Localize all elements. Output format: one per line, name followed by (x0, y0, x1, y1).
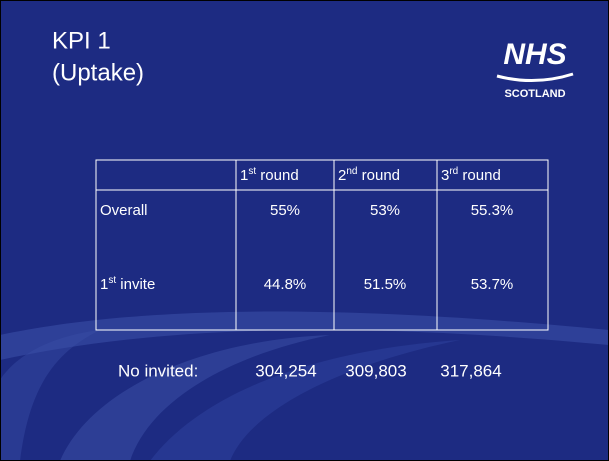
title-line: KPI 1 (52, 27, 111, 54)
swoosh (0, 330, 100, 461)
swoosh (60, 335, 330, 461)
text-part: round (256, 167, 299, 184)
footer-value: 304,254 (255, 361, 316, 380)
footer-label: No invited: (118, 361, 198, 380)
text-part: round (357, 167, 400, 184)
title-line: (Uptake) (52, 59, 144, 86)
text-part: 1 (100, 276, 108, 293)
column-header: 1st round (240, 166, 299, 184)
table-grid (95, 159, 549, 331)
text-part: round (458, 167, 501, 184)
table-cell: 53% (370, 202, 400, 219)
table-cell: 53.7% (471, 276, 514, 293)
logo-swoosh (496, 72, 574, 83)
logo-name: NHS (503, 38, 566, 71)
table-border (95, 159, 549, 331)
text-part: 2 (338, 167, 346, 184)
row-label: Overall (100, 202, 148, 219)
footer-value: 309,803 (345, 361, 406, 380)
text-part: 1 (240, 167, 248, 184)
logo-sub: SCOTLAND (504, 88, 565, 100)
column-header: 2nd round (338, 166, 400, 184)
text-part: invite (116, 276, 155, 293)
text-part: Overall (100, 202, 148, 219)
table-cell: 51.5% (364, 276, 407, 293)
table-cell: 55% (270, 202, 300, 219)
superscript: rd (449, 166, 458, 177)
table-cell: 55.3% (471, 202, 514, 219)
superscript: nd (346, 166, 357, 177)
superscript: st (248, 166, 256, 177)
superscript: st (108, 275, 116, 286)
row-label: 1st invite (100, 275, 155, 293)
column-header: 3rd round (441, 166, 501, 184)
footer-value: 317,864 (440, 361, 501, 380)
table-cell: 44.8% (264, 276, 307, 293)
swoosh (150, 340, 460, 461)
text-part: 3 (441, 167, 449, 184)
swoosh (0, 311, 609, 360)
